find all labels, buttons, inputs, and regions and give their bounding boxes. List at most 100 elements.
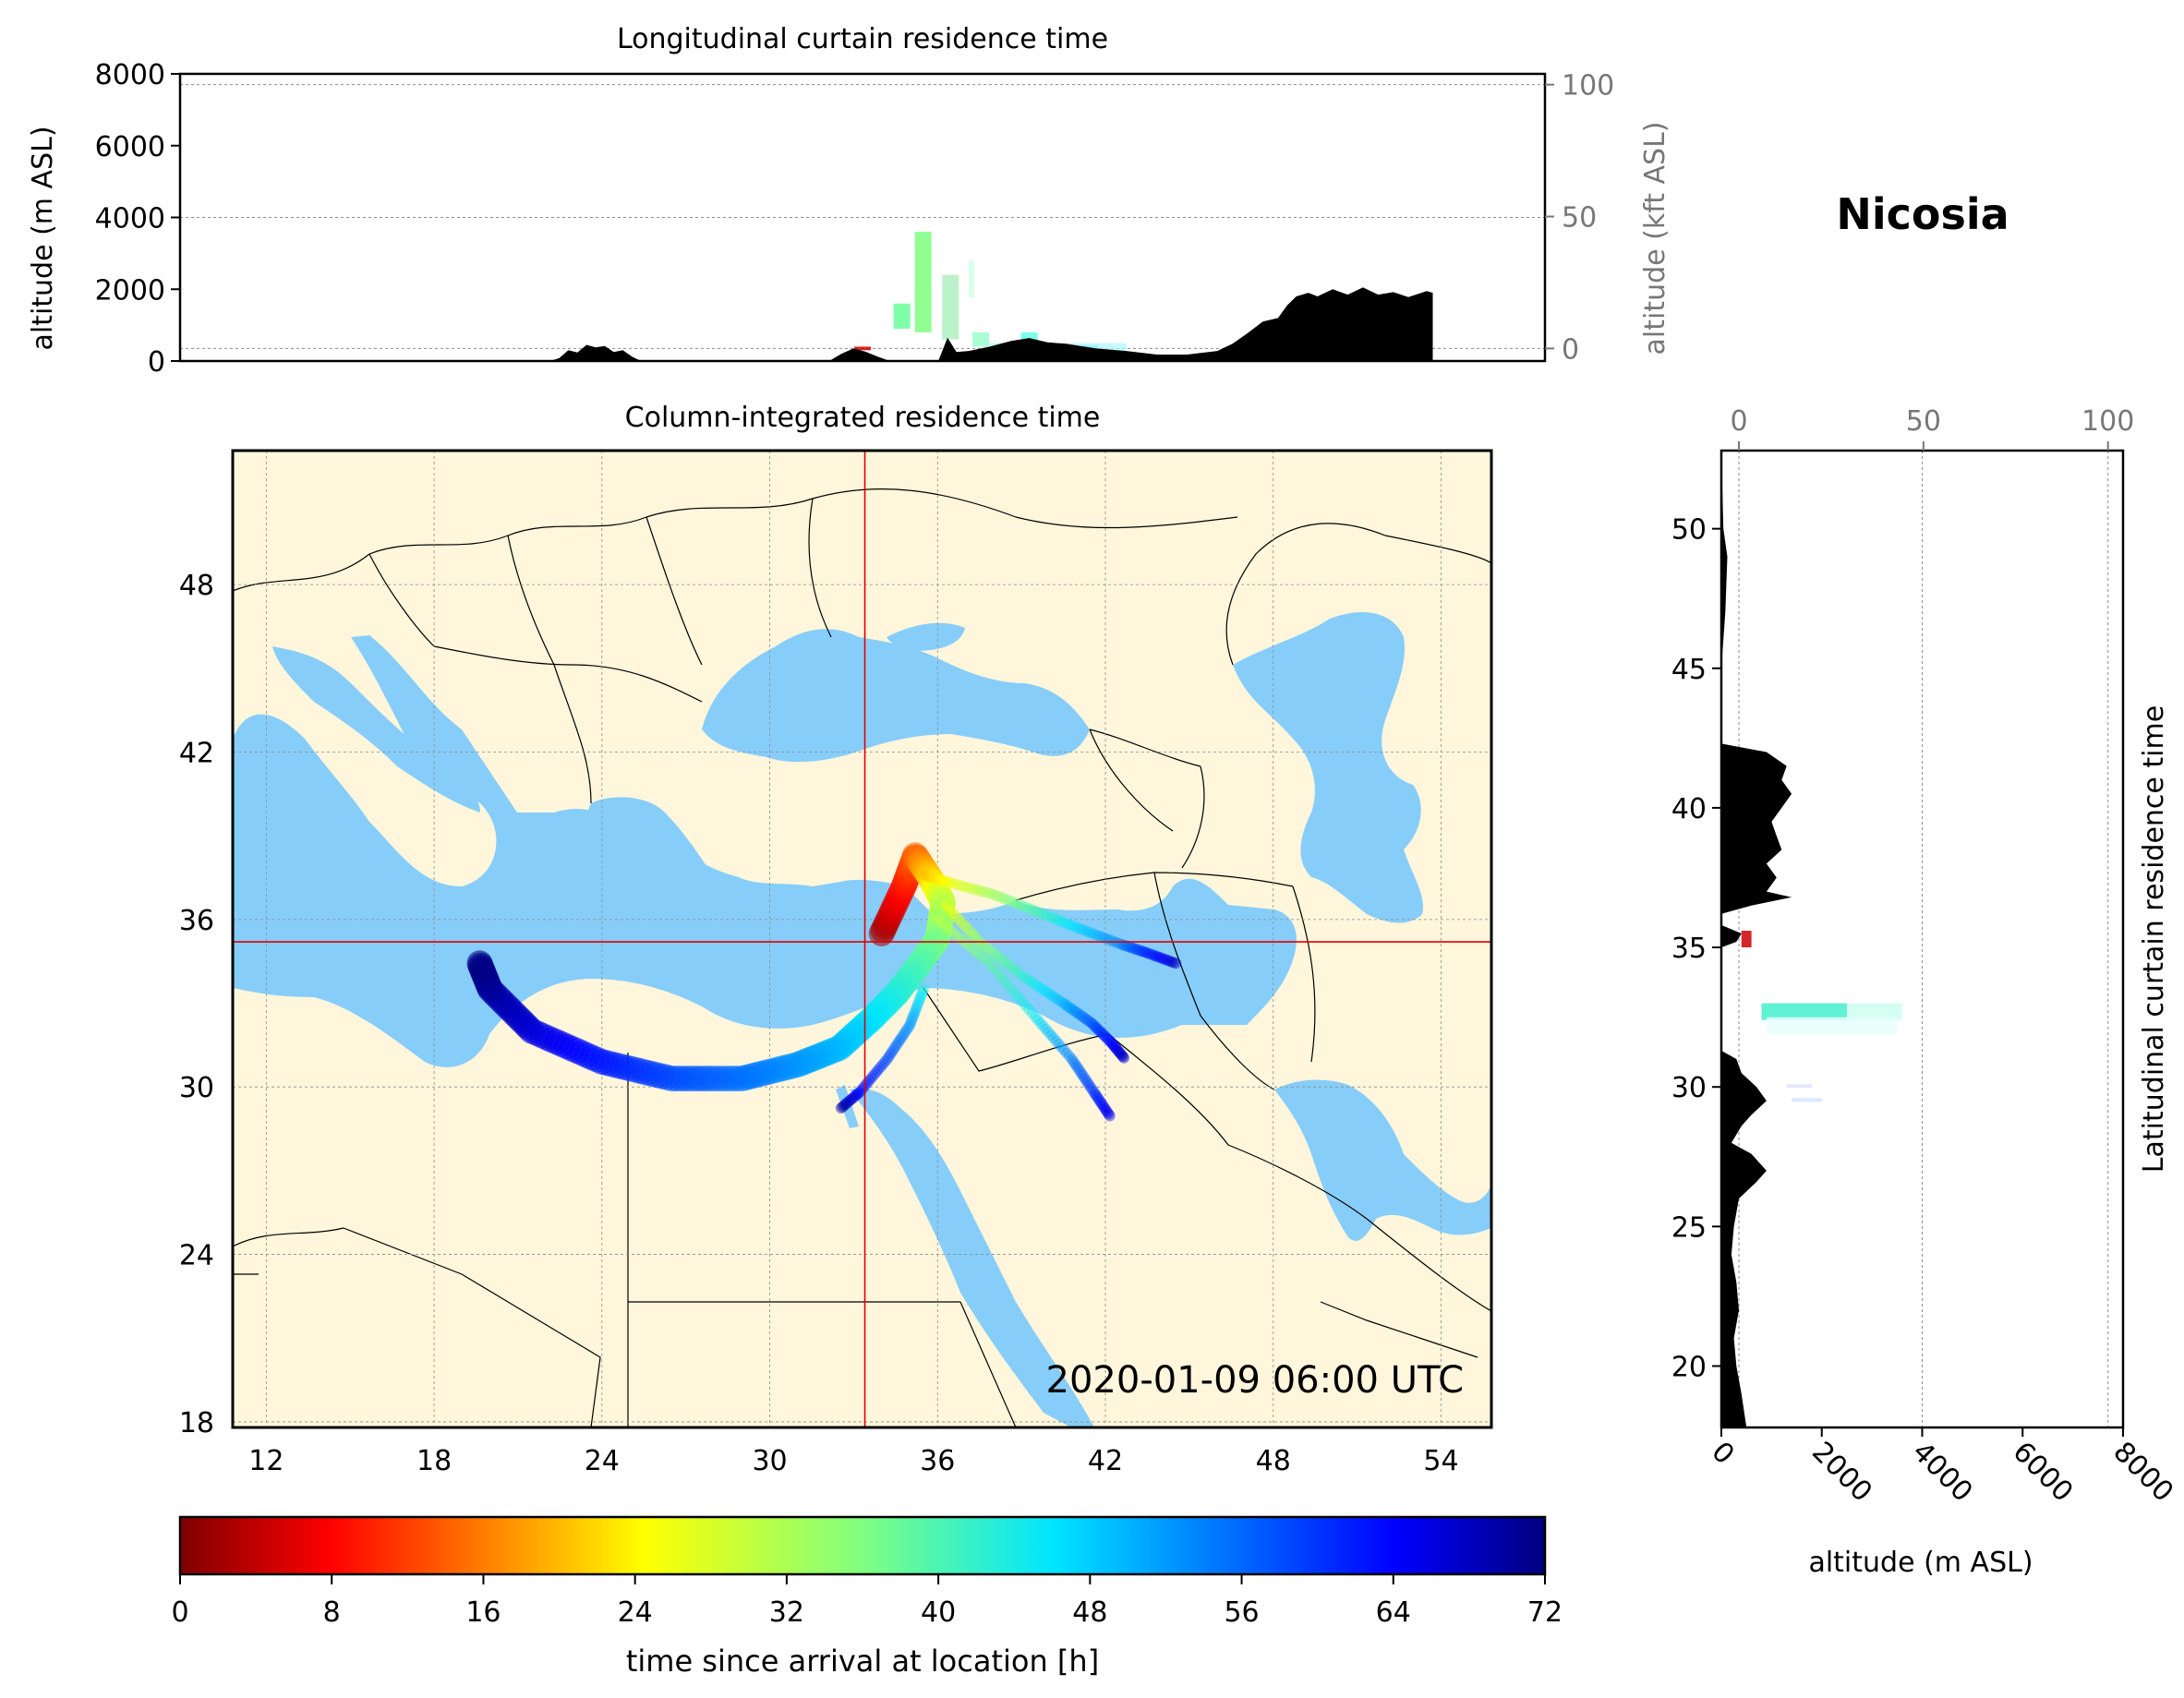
trajectory-point-southeast — [1066, 1003, 1078, 1015]
trajectory-point-sinai — [875, 1060, 887, 1072]
trajectory-point-east — [1122, 941, 1133, 952]
trajectory-point-south — [1091, 1090, 1103, 1102]
map-ytick-label: 36 — [179, 905, 214, 937]
trajectory-point-east — [1127, 942, 1139, 954]
colorbar-label: time since arrival at location [h] — [626, 1644, 1099, 1679]
latitudinal-panel: Nicosia 20 25 30 35 40 45 50 0 2000 4000 6000 8000… — [1671, 189, 2179, 1579]
trajectory-point-southeast — [1091, 1022, 1103, 1034]
trajectory-point-east — [1170, 957, 1182, 969]
trajectory-point-east — [935, 874, 947, 886]
longitudinal-ylabel: altitude (m ASL) — [27, 126, 59, 350]
trajectory-point-south — [1079, 1072, 1091, 1084]
latitudinal-yticks: 20 25 30 35 40 45 50 — [1671, 514, 1721, 1383]
latitudinal-top-tick-label: 0 — [1730, 405, 1747, 438]
trajectory-point-south — [971, 946, 983, 958]
trajectory-point-east — [1168, 957, 1179, 969]
latitudinal-title: Latitudinal curtain residence time — [2138, 705, 2170, 1173]
trajectory-point-sinai — [840, 1097, 852, 1109]
longitudinal-right-tick-label: 100 — [1562, 70, 1614, 102]
trajectory-point-sinai — [909, 1006, 921, 1018]
trajectory-point-east — [1134, 945, 1146, 957]
trajectory-point-south — [985, 959, 997, 971]
trajectory-point-east — [960, 881, 972, 893]
trajectory-point-south — [1104, 1110, 1116, 1122]
trajectory-point-sinai — [842, 1096, 854, 1108]
trajectory-point-south — [1040, 1023, 1052, 1035]
map-xtick-label: 18 — [416, 1445, 452, 1477]
trajectory-point-sinai — [911, 999, 923, 1011]
trajectory-point-east — [1094, 931, 1105, 942]
trajectory-point-east — [1044, 911, 1056, 923]
trajectory-point-southeast — [992, 950, 1004, 962]
trajectory-point-east — [1015, 899, 1027, 911]
adriatic-sea — [272, 646, 480, 813]
latitudinal-top-ticks: 0 50 100 — [1730, 405, 2134, 451]
trajectory-point-southeast — [1076, 1010, 1088, 1022]
trajectory-point-east — [948, 878, 960, 890]
latitudinal-ytick-label: 50 — [1671, 514, 1707, 547]
trajectory-point-east — [918, 869, 930, 881]
latitudinal-gridlines — [1738, 451, 2109, 1427]
trajectory-point-sinai — [894, 1034, 906, 1046]
trajectory-point-east — [967, 883, 979, 895]
latitudinal-ytick-label: 30 — [1671, 1072, 1707, 1104]
trajectory-point-east — [982, 886, 994, 898]
longitudinal-right-ticks: 0 50 100 — [1545, 70, 1614, 366]
longitudinal-terrain — [180, 287, 1545, 361]
trajectory-point-southeast — [997, 955, 1009, 967]
trajectory-point-east — [1059, 917, 1071, 929]
trajectory-point-southeast — [1057, 997, 1069, 1009]
trajectory-point-south — [1074, 1065, 1086, 1077]
map-ytick-label: 24 — [179, 1240, 214, 1272]
trajectory-point-southeast — [1033, 981, 1045, 994]
trajectory-point-southeast — [1028, 977, 1040, 989]
latitudinal-ytick-label: 45 — [1671, 654, 1707, 686]
trajectory-point-south — [1048, 1032, 1059, 1044]
trajectory-point-east — [996, 892, 1008, 904]
map-frame — [231, 449, 1493, 1429]
trajectory-point-south — [1022, 1004, 1034, 1015]
trajectory-point-south — [1072, 1063, 1084, 1075]
trajectory-point-south — [1058, 1044, 1070, 1056]
trajectory-point-southeast — [1080, 1013, 1092, 1025]
trajectory-point-east — [928, 872, 939, 884]
map-ytick-label: 48 — [179, 570, 214, 602]
trajectory-point-sinai — [845, 1094, 857, 1105]
trajectory-point-east — [1066, 920, 1078, 932]
trajectory-point-south — [1100, 1104, 1112, 1116]
trajectory-point-south — [1002, 980, 1014, 992]
trajectory-point-sinai — [899, 1027, 911, 1039]
latitudinal-xtick-label: 4000 — [1906, 1436, 1979, 1509]
trajectory-point-east — [1020, 901, 1032, 913]
trajectory-point-southeast — [1095, 1027, 1107, 1039]
trajectory-point-east — [1003, 895, 1015, 907]
trajectory-point-east — [1125, 942, 1137, 954]
colorbar-tick-label: 56 — [1224, 1596, 1259, 1629]
map-borders — [233, 488, 1491, 1427]
trajectory-point-sinai — [910, 1004, 922, 1016]
trajectory-point-southeast — [1085, 1017, 1097, 1029]
trajectory-point-south — [953, 932, 965, 944]
longitudinal-ytick-label: 0 — [148, 346, 165, 379]
trajectory-point-east — [1008, 897, 1020, 909]
trajectory-point-south — [1085, 1082, 1097, 1094]
colorbar: 0 8 16 24 32 40 48 56 64 72 time since arrival at… — [171, 1515, 1563, 1679]
trajectory-point-sinai — [902, 1022, 914, 1034]
trajectory-point-southeast — [1109, 1042, 1121, 1053]
trajectory-point-south — [1090, 1089, 1102, 1101]
trajectory-point-east — [1071, 921, 1083, 933]
trajectory-point-sinai — [869, 1067, 881, 1079]
caspian-sea — [1233, 611, 1423, 923]
trajectory-point-southeast — [961, 923, 973, 934]
trajectory-point-southeast — [1016, 969, 1028, 981]
trajectory-point-east — [1091, 929, 1103, 941]
trajectory-point-east — [932, 873, 944, 885]
trajectory-point-sinai — [891, 1039, 903, 1051]
trajectory-point-south — [968, 944, 980, 956]
trajectory-point-south — [1098, 1101, 1110, 1113]
trajectory-point-south — [982, 956, 994, 968]
longitudinal-panel: Longitudinal curtain residence time alti… — [27, 23, 1671, 379]
trajectory-point-east — [987, 888, 999, 900]
latitudinal-xtick-label: 2000 — [1805, 1436, 1878, 1509]
trajectory-point-south — [1032, 1014, 1044, 1026]
